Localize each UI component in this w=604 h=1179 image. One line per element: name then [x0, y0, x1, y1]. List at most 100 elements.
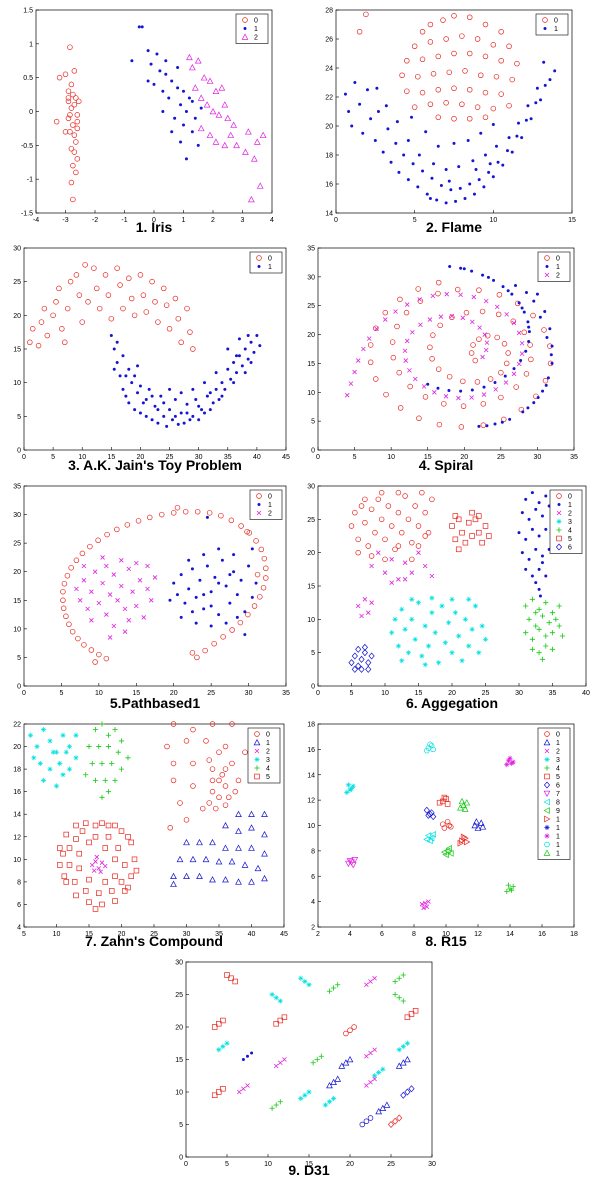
data-point: [543, 309, 547, 313]
data-point: [411, 43, 418, 49]
data-point: [190, 99, 194, 103]
x-tick-label: -4: [33, 217, 39, 224]
data-point: [206, 800, 213, 806]
data-point: [263, 565, 269, 572]
data-point: [175, 593, 179, 597]
data-point: [365, 665, 372, 673]
data-point: [62, 71, 69, 78]
data-point: [338, 1062, 346, 1069]
data-point: [242, 148, 249, 155]
data-point: [482, 332, 488, 337]
data-point: [251, 603, 258, 609]
y-tick-label: 10: [13, 626, 21, 633]
data-point: [474, 104, 481, 110]
data-point: [185, 402, 189, 406]
data-point: [470, 269, 474, 273]
data-point: [389, 557, 394, 562]
data-point: [425, 192, 429, 196]
data-point: [402, 348, 408, 354]
legend-label: 4: [266, 766, 270, 773]
data-point: [399, 658, 405, 664]
x-tick-label: 15: [132, 690, 140, 697]
x-tick-label: 1: [182, 217, 186, 224]
data-point: [108, 888, 115, 894]
data-point: [505, 149, 509, 153]
data-point: [226, 347, 230, 351]
data-point: [498, 91, 504, 97]
data-point: [53, 783, 60, 789]
legend-label: 4: [556, 766, 560, 773]
data-point: [173, 414, 177, 418]
legend-marker: [242, 17, 248, 23]
data-point: [510, 150, 514, 154]
x-tick-label: 30: [428, 1161, 436, 1168]
data-point: [507, 136, 511, 140]
data-point: [404, 1055, 411, 1063]
y-tick-label: 12: [13, 834, 21, 841]
x-tick-label: 30: [245, 690, 253, 697]
plot-frame: [335, 9, 573, 214]
y-tick-label: 22: [325, 95, 333, 102]
data-point: [408, 1085, 415, 1093]
data-point: [70, 196, 76, 203]
data-point: [543, 83, 547, 87]
data-point: [535, 86, 539, 90]
data-point: [60, 850, 66, 857]
data-point: [382, 570, 388, 575]
y-tick-label: 0: [179, 1155, 183, 1162]
x-tick-label: 12: [474, 931, 482, 938]
data-point: [512, 367, 516, 371]
data-point: [99, 794, 105, 800]
data-point: [86, 899, 92, 905]
x-tick-label: 15: [107, 454, 115, 461]
data-point: [145, 586, 150, 592]
data-point: [344, 392, 350, 398]
data-point: [281, 1014, 288, 1020]
data-point: [483, 153, 487, 157]
y-tick-label: 6: [311, 874, 315, 881]
x-tick-label: 20: [460, 454, 468, 461]
data-point: [37, 760, 43, 767]
data-point: [409, 616, 415, 622]
y-tick-label: 20: [307, 332, 315, 339]
data-point: [533, 623, 539, 629]
data-point: [41, 305, 48, 312]
data-point: [419, 489, 425, 496]
data-point: [430, 293, 436, 299]
data-point: [232, 570, 236, 574]
data-point: [224, 621, 228, 625]
data-point: [166, 326, 173, 332]
data-point: [399, 606, 405, 612]
data-point: [544, 494, 548, 498]
data-point: [456, 395, 461, 401]
data-point: [389, 630, 395, 636]
data-point: [479, 539, 485, 546]
data-point: [200, 74, 208, 81]
data-point: [209, 838, 216, 846]
legend-label: 3: [266, 757, 270, 764]
data-point: [397, 170, 401, 174]
data-point: [509, 887, 515, 893]
data-point: [179, 411, 183, 415]
data-point: [232, 978, 238, 985]
y-tick-label: 25: [13, 541, 21, 548]
legend-box: [549, 489, 583, 554]
data-point: [425, 529, 432, 536]
data-point: [211, 1024, 218, 1030]
data-point: [482, 185, 486, 189]
data-point: [189, 855, 197, 863]
data-point: [472, 192, 476, 196]
data-point: [182, 89, 185, 93]
legend-label: 2: [568, 511, 572, 518]
data-point: [444, 201, 448, 205]
data-point: [168, 598, 172, 602]
data-point: [188, 418, 192, 422]
data-point: [200, 408, 204, 412]
data-point: [493, 380, 497, 384]
data-point: [440, 17, 446, 23]
data-point: [402, 560, 408, 565]
data-point: [407, 368, 412, 373]
data-point: [70, 122, 76, 128]
data-point: [67, 129, 73, 135]
data-point: [215, 111, 223, 118]
